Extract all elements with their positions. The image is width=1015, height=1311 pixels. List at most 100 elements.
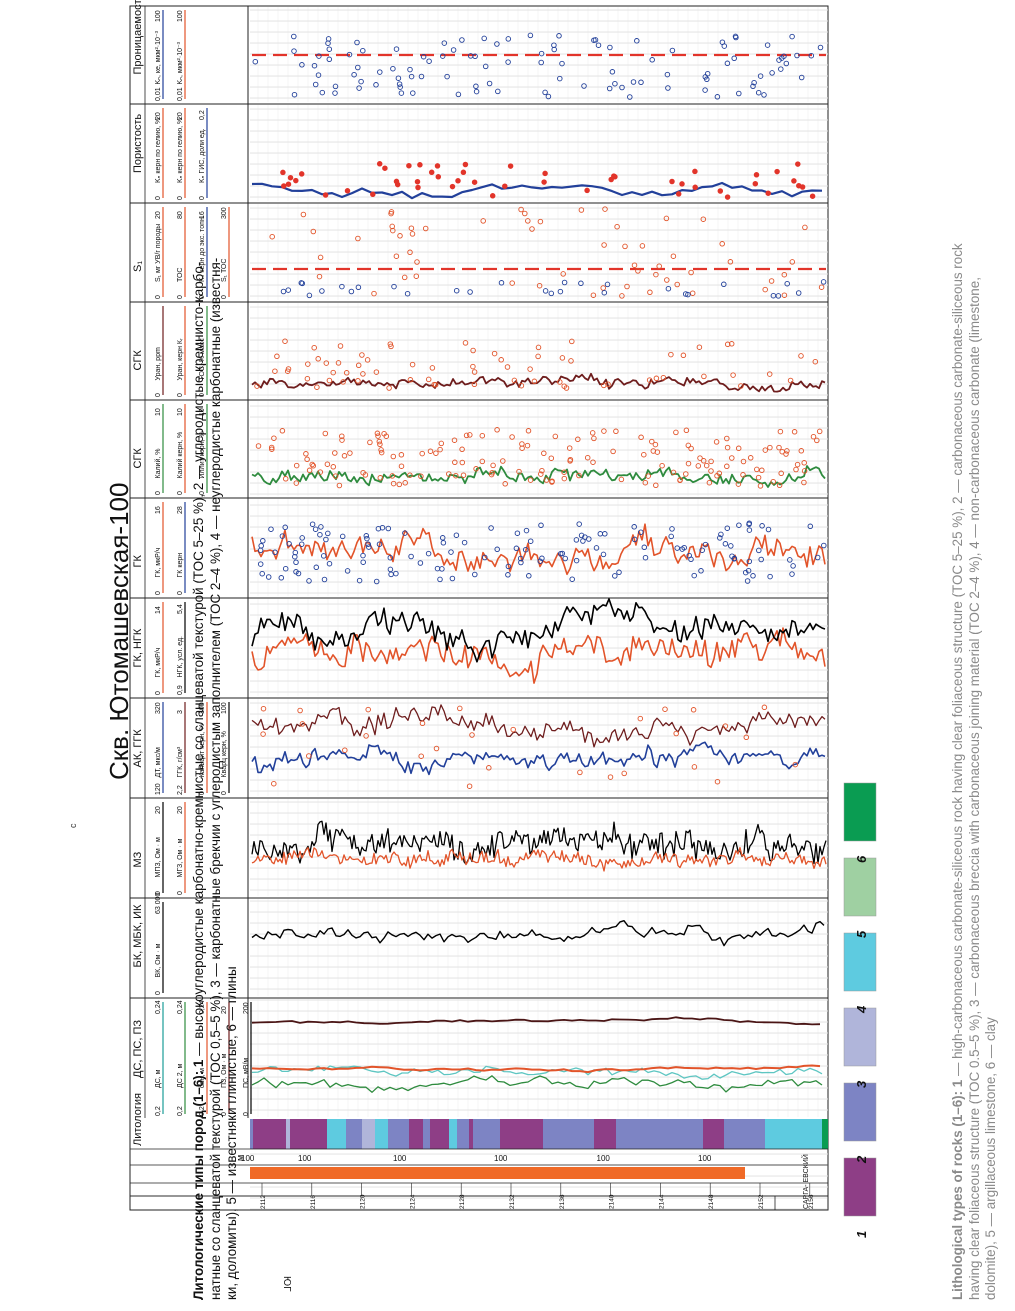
point-gk-core xyxy=(756,547,762,554)
point-gk-core xyxy=(526,573,532,579)
point-s1 xyxy=(635,268,641,274)
point-potassium-core xyxy=(339,437,345,443)
point-gk-core xyxy=(699,547,705,553)
point-permeability xyxy=(332,83,339,90)
point-kp xyxy=(404,290,411,297)
point-potassium-core xyxy=(729,455,735,461)
scale-max: 100 xyxy=(155,10,162,22)
point-potassium-core xyxy=(549,478,555,484)
depth-tick-label: 2124 xyxy=(409,1194,416,1209)
point-calcite xyxy=(714,778,721,785)
caption-ru-line-1: Литологические типы пород (1–6): 1 — выс… xyxy=(191,261,206,1300)
scale-max: 20 xyxy=(155,112,162,120)
legend-number-5: 5 xyxy=(854,930,869,938)
point-uranium-core xyxy=(470,347,476,354)
point-potassium-core xyxy=(566,445,573,451)
point-permeability xyxy=(808,52,815,59)
point-potassium-core xyxy=(309,461,315,468)
point-permeability xyxy=(595,42,602,48)
scale-min: 0 xyxy=(177,295,184,299)
scale-min: 0 xyxy=(177,891,184,895)
point-gk-core xyxy=(306,578,312,584)
point-calcite xyxy=(761,704,768,711)
point-permeability xyxy=(649,57,655,63)
point-potassium-core xyxy=(375,433,381,439)
point-porosity xyxy=(406,162,412,169)
point-permeability xyxy=(407,66,413,73)
point-porosity xyxy=(462,161,469,168)
point-potassium-core xyxy=(324,461,331,467)
scale-min: 0,01 xyxy=(177,87,184,101)
scale-label: Kₙ керн до экс. топн. xyxy=(199,215,206,282)
point-uranium-core xyxy=(429,365,436,371)
point-porosity xyxy=(280,169,286,176)
point-potassium-core xyxy=(502,481,508,487)
point-porosity xyxy=(679,181,685,187)
point-uranium-core xyxy=(798,353,804,359)
point-uranium-core xyxy=(471,381,478,388)
point-potassium-core xyxy=(610,448,616,455)
point-uranium-core xyxy=(272,368,278,374)
point-uranium-core xyxy=(766,371,773,377)
point-permeability xyxy=(538,59,544,66)
point-porosity xyxy=(428,169,435,176)
point-gk-core xyxy=(688,556,694,563)
scale-max: 0,24 xyxy=(177,1000,184,1014)
point-potassium-core xyxy=(697,455,703,461)
lithology-bed xyxy=(430,1119,449,1149)
point-s1 xyxy=(413,273,420,279)
point-potassium-core xyxy=(389,473,396,479)
point-permeability xyxy=(769,70,775,76)
point-permeability xyxy=(581,83,587,89)
point-uranium-core xyxy=(311,344,317,351)
point-potassium-core xyxy=(810,433,817,440)
point-permeability xyxy=(702,87,708,93)
point-gk-core xyxy=(698,568,704,574)
point-uranium-core xyxy=(561,383,567,389)
scale-max: 0,2 xyxy=(199,110,206,120)
point-permeability xyxy=(393,46,400,52)
point-kp xyxy=(604,281,611,288)
point-potassium-core xyxy=(279,428,286,434)
point-s1 xyxy=(388,210,394,217)
point-permeability xyxy=(426,58,432,64)
point-potassium-core xyxy=(398,452,405,458)
point-potassium-core xyxy=(402,480,408,486)
point-porosity xyxy=(460,169,467,176)
point-potassium-core xyxy=(418,473,424,480)
point-calcite xyxy=(260,731,266,737)
point-permeability xyxy=(721,43,728,49)
point-kp xyxy=(721,281,727,288)
point-s1 xyxy=(525,218,531,224)
point-permeability xyxy=(551,46,557,53)
point-permeability xyxy=(408,73,415,80)
point-porosity xyxy=(507,163,514,169)
point-uranium-core xyxy=(305,361,311,367)
track-title: МЗ xyxy=(132,851,144,867)
lithology-bed xyxy=(286,1119,290,1149)
scale-min: 0 xyxy=(243,1112,250,1116)
scale-max: 5,4 xyxy=(177,604,184,614)
point-gk-core xyxy=(513,545,520,552)
point-gk-core xyxy=(638,529,644,535)
point-potassium-core xyxy=(438,440,445,447)
scale-min: 0 xyxy=(199,196,206,200)
depth-tick-label: 2132 xyxy=(509,1194,516,1209)
point-uranium-core xyxy=(470,363,476,370)
point-permeability xyxy=(252,58,259,65)
scale-max: 100 xyxy=(199,702,206,714)
point-kp xyxy=(348,288,355,295)
point-potassium-core xyxy=(269,446,275,452)
point-porosity xyxy=(471,179,478,185)
point-permeability xyxy=(459,37,465,43)
curve-ps xyxy=(251,1016,821,1026)
point-gk-core xyxy=(292,553,298,560)
point-gk-core xyxy=(518,559,524,566)
scale-label: Kₙ ГИС, доли ед. xyxy=(199,128,206,183)
point-calcite xyxy=(469,732,475,738)
point-permeability xyxy=(527,32,534,39)
depth-tick-label: 2128 xyxy=(459,1194,466,1209)
lithology-bed xyxy=(765,1119,768,1149)
track-1: ДС, ПС, ПЗ 0,2 ДС, м 0,24 0,2 ДС 2, м 0,24 0,2 d… xyxy=(132,999,819,1117)
point-permeability xyxy=(606,85,613,92)
